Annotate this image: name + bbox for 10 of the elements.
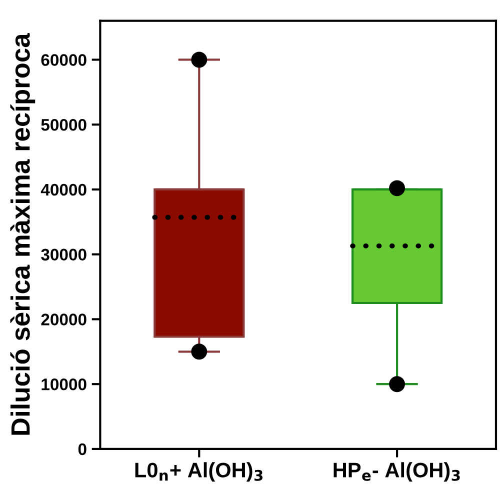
y-axis-title: Dilució sèrica màxima recíproca (10, 33, 36, 435)
y-tick-label: 10000 (42, 378, 86, 390)
y-tick-label: 60000 (41, 54, 86, 66)
y-tick-label: 30000 (41, 248, 86, 261)
y-tick-label: 0 (78, 443, 86, 456)
y-tick-label: 20000 (41, 314, 86, 326)
y-tick-label: 40000 (40, 184, 86, 196)
y-tick-label: 50000 (41, 118, 86, 131)
x-tick-label: HP$_{e}$- Al(OH)$_{3}$ (334, 462, 460, 482)
x-tick-label: L0$_{n}$+ Al(OH)$_{3}$ (135, 462, 262, 482)
